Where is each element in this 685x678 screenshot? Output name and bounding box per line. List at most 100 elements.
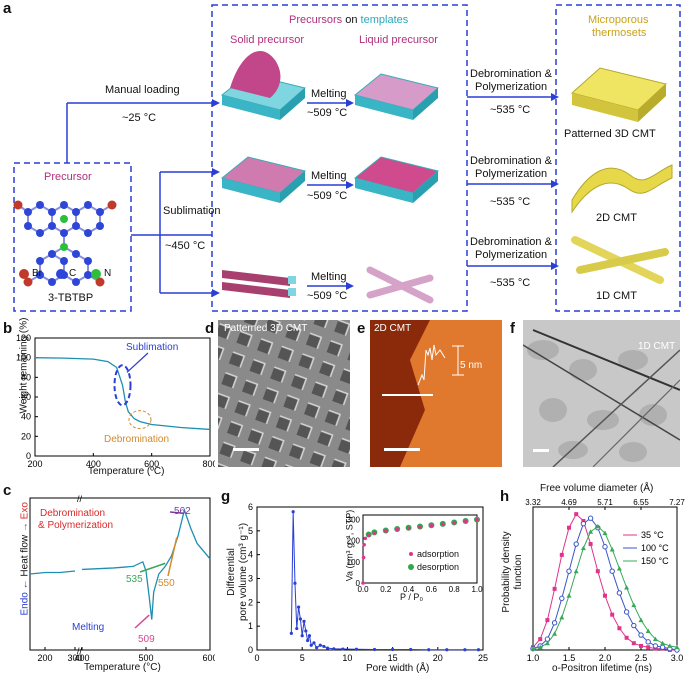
pore-point (445, 648, 449, 652)
adsorption-point (361, 555, 366, 560)
scale-bar (384, 448, 420, 451)
panel-c-debrom2: & Polymerization (38, 520, 114, 531)
panel-b-ylabel: Weight remaining (%) (18, 317, 30, 414)
panel-a (13, 4, 681, 312)
template-liquid-3 (366, 266, 434, 304)
inset-x-tick-label: 1.0 (471, 585, 483, 594)
panel-g-chart: 0 1 2 3 4 5 6 0 5 10 15 20 25 0 100 200 300 0.0 0.2 0.4 0.6 0… (248, 502, 488, 663)
legend-label-1: 100 °C (641, 543, 669, 553)
series-1-marker (580, 520, 587, 527)
adsorption-point (362, 542, 366, 547)
n-legend-dot (91, 269, 101, 279)
n-legend-label: N (104, 268, 112, 279)
panel-c-debrom1: Debromination (40, 508, 106, 519)
panel-h-chart: 1.0 1.5 2.0 2.5 3.0 3.32 4.69 5.71 6.55 7.27 35 °C… (525, 498, 685, 663)
series-1-marker (638, 632, 644, 638)
legend-desorption-marker (408, 564, 414, 570)
panel-h-letter: h (500, 488, 510, 505)
adsorption-point (366, 533, 371, 537)
templates-title-on: on (342, 14, 361, 26)
series-0-marker (559, 552, 564, 557)
melting-label-1: Melting (311, 88, 347, 100)
y-tick-label: 0 (26, 451, 31, 461)
y-tick-label: 3 (248, 574, 253, 584)
scale-bar (233, 448, 259, 451)
adsorption-point (406, 526, 411, 530)
series-2-marker (667, 643, 673, 648)
series-0-marker (545, 618, 550, 623)
pore-point (318, 643, 322, 647)
pore-point (391, 647, 395, 652)
y-tick-label: 1 (248, 621, 253, 631)
inset-legend-des: desorption (417, 562, 460, 572)
series-1-marker (602, 544, 608, 550)
panel-b-chart: 0 20 40 60 80 100 120 200 400 600 800 (16, 333, 215, 469)
inset-legend-ads: adsorption (417, 549, 460, 559)
precursor-name: 3-TBTBP (48, 292, 94, 304)
solid-precursor-label: Solid precursor (230, 34, 304, 46)
debrom-line2-3: Polymerization (475, 249, 548, 261)
inset-y-tick-label: 300 (347, 515, 361, 524)
adsorption-point (475, 517, 479, 522)
top-tick-label: 5.71 (597, 498, 613, 507)
x-tick-label: 0 (254, 653, 259, 663)
axis-break-bottom: // (77, 646, 83, 656)
adsorption-point (384, 529, 388, 533)
x-tick-label: 500 (138, 653, 153, 663)
axis-break-top: // (77, 494, 83, 504)
dsc-curve-left (29, 570, 76, 575)
product-label-2d: 2D CMT (596, 212, 637, 224)
panel-e-scale: 5 nm (460, 360, 483, 371)
panel-g-ylabel: Differential pore volume (cm³ g⁻¹) (226, 512, 250, 632)
debrom-line2-2: Polymerization (475, 168, 548, 180)
debrom-line1-1: Debromination & (470, 68, 552, 80)
series-2-marker (530, 646, 536, 651)
series-2-marker (559, 614, 565, 620)
product-label-1d: 1D CMT (596, 290, 637, 302)
debrom-line1-3: Debromination & (470, 236, 552, 248)
series-1-marker (659, 644, 666, 650)
product-3d (570, 67, 668, 122)
pore-point (409, 647, 413, 652)
panel-c-exo: Exo (19, 502, 31, 520)
product-1d (571, 236, 669, 284)
pore-point (372, 647, 377, 652)
melt-temp-3: ~509 °C (307, 290, 348, 302)
melting-label-2: Melting (311, 170, 347, 182)
series-1-marker (631, 622, 637, 629)
products-title-1: Microporous (588, 14, 649, 26)
series-0-marker (631, 641, 636, 646)
series-2-marker (660, 640, 666, 646)
pore-point (295, 626, 299, 631)
legend-label-2: 150 °C (641, 556, 669, 566)
template-liquid-2 (353, 156, 440, 203)
series-2-marker (566, 593, 572, 598)
templates-title: Precursors on templates (289, 14, 408, 26)
debromination-ellipse (128, 410, 152, 430)
series-1-marker (566, 568, 572, 574)
manual-loading-label: Manual loading (105, 84, 180, 96)
panel-b-debromination: Debromination (104, 434, 170, 445)
y-tick-label: 6 (248, 502, 253, 512)
debrom-line1-2: Debromination & (470, 155, 552, 167)
x-tick-label: 600 (202, 653, 215, 663)
pore-point (296, 605, 301, 609)
inset-x-tick-label: 0.8 (449, 585, 461, 594)
series-1-marker (623, 609, 630, 615)
axes-frame (532, 506, 678, 651)
products-title-2: thermosets (592, 27, 647, 39)
series-0-marker (639, 643, 643, 648)
x-tick-label: 300 (67, 653, 82, 663)
c-legend-label: C (69, 268, 77, 279)
series-2-marker (674, 644, 680, 650)
templates-title-precursors: Precursors (289, 14, 343, 26)
series-0-marker (552, 586, 557, 591)
debrom-temp-1: ~535 °C (490, 104, 531, 116)
adsorption-point (361, 581, 365, 585)
series-2-marker (580, 545, 586, 551)
template-solid-2 (220, 156, 307, 203)
inset-y-tick-label: 0 (356, 579, 361, 588)
x-tick-label: 2.5 (635, 653, 648, 663)
series-2-marker (537, 644, 543, 650)
x-tick-label: 1.0 (527, 653, 540, 663)
